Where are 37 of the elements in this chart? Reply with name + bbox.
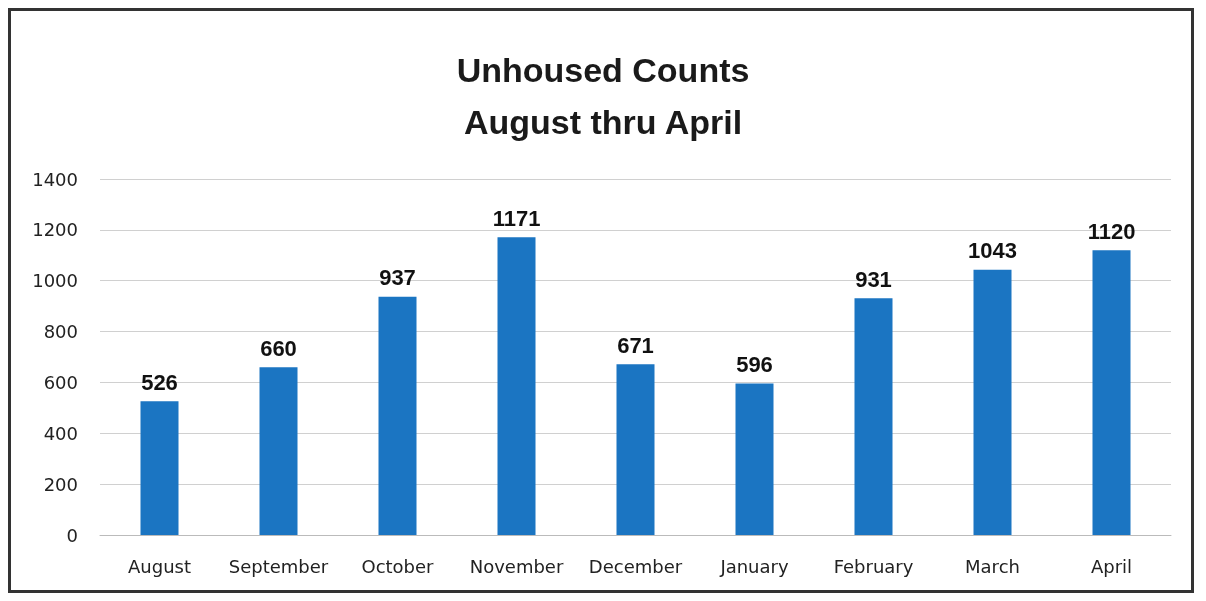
bar — [735, 383, 774, 535]
bar — [616, 364, 655, 535]
data-label: 1120 — [1087, 218, 1136, 244]
data-label: 671 — [617, 332, 654, 358]
x-tick-label: December — [588, 555, 683, 577]
chart-subtitle: August thru April — [463, 103, 743, 141]
bar — [854, 298, 893, 535]
bar — [378, 296, 417, 535]
bar — [140, 401, 179, 535]
data-label: 931 — [855, 266, 892, 292]
y-tick-label: 800 — [43, 321, 78, 343]
x-tick-label: January — [719, 555, 789, 577]
data-label: 1171 — [492, 205, 541, 231]
bar — [1092, 250, 1131, 535]
chart-title: Unhoused Counts — [456, 51, 750, 89]
x-tick-label: November — [469, 555, 564, 577]
x-tick-label: October — [361, 555, 435, 577]
x-tick-label: September — [228, 555, 329, 577]
data-label: 937 — [379, 265, 416, 291]
x-tick-label: March — [965, 555, 1020, 577]
bar — [973, 269, 1012, 535]
y-tick-label: 0 — [66, 524, 78, 546]
y-tick-label: 1000 — [32, 270, 78, 292]
x-tick-label: August — [128, 555, 191, 577]
x-tick-label: April — [1090, 555, 1133, 577]
y-tick-label: 1400 — [32, 168, 78, 190]
y-tick-label: 1200 — [32, 219, 78, 241]
data-label: 1043 — [968, 238, 1017, 264]
y-tick-label: 600 — [43, 371, 78, 393]
data-label: 526 — [141, 369, 178, 395]
y-tick-label: 200 — [43, 473, 78, 495]
data-label: 596 — [736, 351, 773, 377]
bar — [497, 237, 536, 535]
y-tick-label: 400 — [43, 422, 78, 444]
x-tick-label: February — [833, 555, 914, 577]
data-label: 660 — [260, 335, 297, 361]
bar — [259, 367, 298, 535]
